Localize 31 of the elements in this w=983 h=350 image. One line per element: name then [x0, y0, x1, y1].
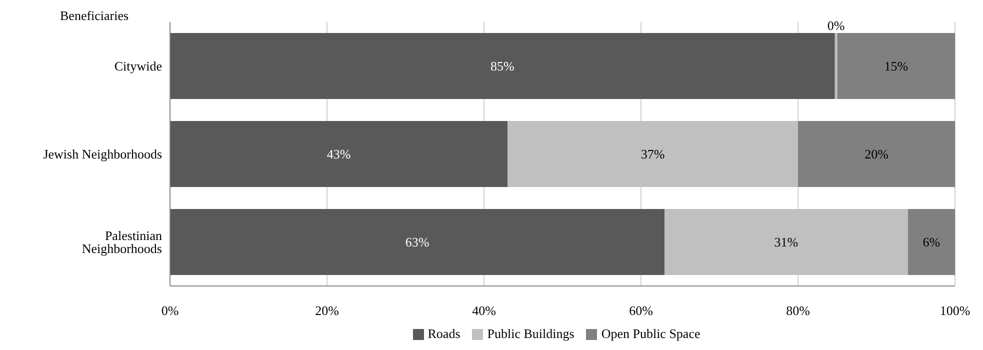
legend-label: Public Buildings [486, 326, 574, 342]
data-label: 0% [827, 18, 845, 33]
bar [834, 33, 838, 99]
bar [837, 33, 955, 99]
legend-label: Roads [426, 326, 460, 342]
x-tick-label: 40% [472, 303, 496, 318]
data-label: 37% [640, 146, 665, 162]
data-label: 63% [405, 234, 430, 250]
bar [508, 121, 798, 187]
legend-label: Open Public Space [600, 326, 700, 342]
x-tick-label: 60% [629, 303, 654, 318]
y-tick-label: Citywide [114, 58, 162, 74]
y-axis-title: Beneficiaries [60, 8, 129, 24]
x-tick-label: 100% [940, 303, 970, 318]
data-label: 31% [774, 234, 798, 250]
bar [170, 209, 665, 275]
data-label: 20% [864, 146, 889, 162]
bar [170, 33, 835, 99]
bar [664, 209, 908, 275]
x-tick-label: 0% [161, 303, 179, 318]
data-label: 6% [922, 234, 940, 250]
x-tick-label: 20% [315, 303, 340, 318]
data-label: 85% [490, 58, 515, 74]
bar [908, 209, 955, 275]
x-tick-label: 80% [786, 303, 810, 318]
data-label: 15% [884, 58, 908, 74]
bar [170, 121, 508, 187]
bar [798, 121, 955, 187]
y-tick-label: Palestinian Neighborhoods [82, 228, 162, 256]
data-label: 43% [326, 146, 351, 162]
y-tick-label: Jewish Neighborhoods [43, 146, 162, 162]
